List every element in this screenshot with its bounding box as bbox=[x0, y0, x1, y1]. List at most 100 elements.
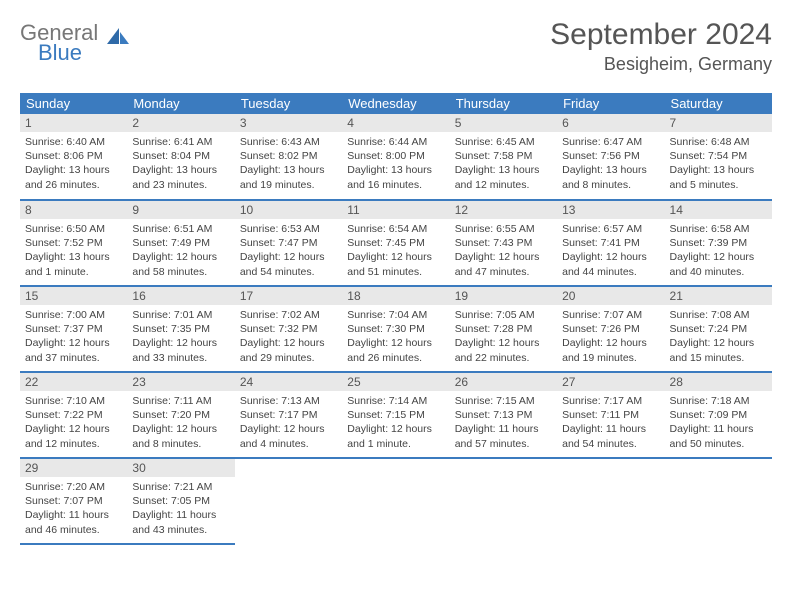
day-data: Sunrise: 6:47 AMSunset: 7:56 PMDaylight:… bbox=[557, 132, 664, 197]
calendar-cell: 9Sunrise: 6:51 AMSunset: 7:49 PMDaylight… bbox=[127, 200, 234, 286]
calendar-cell: 6Sunrise: 6:47 AMSunset: 7:56 PMDaylight… bbox=[557, 114, 664, 200]
calendar-cell: 25Sunrise: 7:14 AMSunset: 7:15 PMDayligh… bbox=[342, 372, 449, 458]
day-data: Sunrise: 6:51 AMSunset: 7:49 PMDaylight:… bbox=[127, 219, 234, 284]
day-number: 26 bbox=[450, 373, 557, 391]
day-number: 29 bbox=[20, 459, 127, 477]
day-number: 6 bbox=[557, 114, 664, 132]
day-data: Sunrise: 7:15 AMSunset: 7:13 PMDaylight:… bbox=[450, 391, 557, 456]
day-data: Sunrise: 7:05 AMSunset: 7:28 PMDaylight:… bbox=[450, 305, 557, 370]
day-data: Sunrise: 6:55 AMSunset: 7:43 PMDaylight:… bbox=[450, 219, 557, 284]
day-data: Sunrise: 6:45 AMSunset: 7:58 PMDaylight:… bbox=[450, 132, 557, 197]
day-number: 28 bbox=[665, 373, 772, 391]
calendar-cell bbox=[235, 458, 342, 544]
day-data: Sunrise: 7:20 AMSunset: 7:07 PMDaylight:… bbox=[20, 477, 127, 542]
day-number: 16 bbox=[127, 287, 234, 305]
calendar-cell: 10Sunrise: 6:53 AMSunset: 7:47 PMDayligh… bbox=[235, 200, 342, 286]
location: Besigheim, Germany bbox=[550, 54, 772, 75]
calendar-head: SundayMondayTuesdayWednesdayThursdayFrid… bbox=[20, 93, 772, 114]
day-header: Saturday bbox=[665, 93, 772, 114]
calendar-cell: 5Sunrise: 6:45 AMSunset: 7:58 PMDaylight… bbox=[450, 114, 557, 200]
day-data: Sunrise: 7:11 AMSunset: 7:20 PMDaylight:… bbox=[127, 391, 234, 456]
day-data: Sunrise: 7:13 AMSunset: 7:17 PMDaylight:… bbox=[235, 391, 342, 456]
calendar-cell: 20Sunrise: 7:07 AMSunset: 7:26 PMDayligh… bbox=[557, 286, 664, 372]
calendar-cell: 1Sunrise: 6:40 AMSunset: 8:06 PMDaylight… bbox=[20, 114, 127, 200]
calendar-cell: 3Sunrise: 6:43 AMSunset: 8:02 PMDaylight… bbox=[235, 114, 342, 200]
day-data: Sunrise: 7:18 AMSunset: 7:09 PMDaylight:… bbox=[665, 391, 772, 456]
day-header: Tuesday bbox=[235, 93, 342, 114]
day-number: 2 bbox=[127, 114, 234, 132]
day-data: Sunrise: 7:01 AMSunset: 7:35 PMDaylight:… bbox=[127, 305, 234, 370]
day-number: 4 bbox=[342, 114, 449, 132]
day-number: 20 bbox=[557, 287, 664, 305]
day-header: Friday bbox=[557, 93, 664, 114]
calendar-cell: 17Sunrise: 7:02 AMSunset: 7:32 PMDayligh… bbox=[235, 286, 342, 372]
calendar-cell bbox=[557, 458, 664, 544]
day-number: 23 bbox=[127, 373, 234, 391]
day-number: 21 bbox=[665, 287, 772, 305]
calendar-cell: 30Sunrise: 7:21 AMSunset: 7:05 PMDayligh… bbox=[127, 458, 234, 544]
calendar-cell: 23Sunrise: 7:11 AMSunset: 7:20 PMDayligh… bbox=[127, 372, 234, 458]
logo-blue: Blue bbox=[38, 42, 131, 64]
day-number: 5 bbox=[450, 114, 557, 132]
calendar-cell bbox=[342, 458, 449, 544]
logo: General Blue bbox=[20, 22, 131, 64]
calendar-cell: 13Sunrise: 6:57 AMSunset: 7:41 PMDayligh… bbox=[557, 200, 664, 286]
calendar-cell: 7Sunrise: 6:48 AMSunset: 7:54 PMDaylight… bbox=[665, 114, 772, 200]
calendar-cell: 12Sunrise: 6:55 AMSunset: 7:43 PMDayligh… bbox=[450, 200, 557, 286]
calendar-cell: 26Sunrise: 7:15 AMSunset: 7:13 PMDayligh… bbox=[450, 372, 557, 458]
day-data: Sunrise: 6:40 AMSunset: 8:06 PMDaylight:… bbox=[20, 132, 127, 197]
calendar-cell: 21Sunrise: 7:08 AMSunset: 7:24 PMDayligh… bbox=[665, 286, 772, 372]
calendar-cell: 15Sunrise: 7:00 AMSunset: 7:37 PMDayligh… bbox=[20, 286, 127, 372]
day-data: Sunrise: 7:04 AMSunset: 7:30 PMDaylight:… bbox=[342, 305, 449, 370]
day-data: Sunrise: 6:48 AMSunset: 7:54 PMDaylight:… bbox=[665, 132, 772, 197]
day-number: 11 bbox=[342, 201, 449, 219]
calendar-cell: 2Sunrise: 6:41 AMSunset: 8:04 PMDaylight… bbox=[127, 114, 234, 200]
header: General Blue September 2024 Besigheim, G… bbox=[20, 18, 772, 75]
calendar-cell: 28Sunrise: 7:18 AMSunset: 7:09 PMDayligh… bbox=[665, 372, 772, 458]
calendar-cell: 29Sunrise: 7:20 AMSunset: 7:07 PMDayligh… bbox=[20, 458, 127, 544]
day-number: 12 bbox=[450, 201, 557, 219]
day-data: Sunrise: 7:14 AMSunset: 7:15 PMDaylight:… bbox=[342, 391, 449, 456]
day-header: Sunday bbox=[20, 93, 127, 114]
day-data: Sunrise: 7:08 AMSunset: 7:24 PMDaylight:… bbox=[665, 305, 772, 370]
calendar-table: SundayMondayTuesdayWednesdayThursdayFrid… bbox=[20, 93, 772, 545]
day-number: 8 bbox=[20, 201, 127, 219]
day-data: Sunrise: 7:02 AMSunset: 7:32 PMDaylight:… bbox=[235, 305, 342, 370]
calendar-cell: 16Sunrise: 7:01 AMSunset: 7:35 PMDayligh… bbox=[127, 286, 234, 372]
day-data: Sunrise: 6:54 AMSunset: 7:45 PMDaylight:… bbox=[342, 219, 449, 284]
calendar-cell bbox=[665, 458, 772, 544]
day-number: 25 bbox=[342, 373, 449, 391]
calendar-cell: 4Sunrise: 6:44 AMSunset: 8:00 PMDaylight… bbox=[342, 114, 449, 200]
day-data: Sunrise: 6:53 AMSunset: 7:47 PMDaylight:… bbox=[235, 219, 342, 284]
day-number: 30 bbox=[127, 459, 234, 477]
calendar-cell: 8Sunrise: 6:50 AMSunset: 7:52 PMDaylight… bbox=[20, 200, 127, 286]
calendar-cell bbox=[450, 458, 557, 544]
day-number: 19 bbox=[450, 287, 557, 305]
calendar-cell: 27Sunrise: 7:17 AMSunset: 7:11 PMDayligh… bbox=[557, 372, 664, 458]
day-number: 1 bbox=[20, 114, 127, 132]
day-data: Sunrise: 7:10 AMSunset: 7:22 PMDaylight:… bbox=[20, 391, 127, 456]
calendar-cell: 24Sunrise: 7:13 AMSunset: 7:17 PMDayligh… bbox=[235, 372, 342, 458]
day-header: Wednesday bbox=[342, 93, 449, 114]
calendar-body: 1Sunrise: 6:40 AMSunset: 8:06 PMDaylight… bbox=[20, 114, 772, 544]
day-data: Sunrise: 6:57 AMSunset: 7:41 PMDaylight:… bbox=[557, 219, 664, 284]
day-data: Sunrise: 6:41 AMSunset: 8:04 PMDaylight:… bbox=[127, 132, 234, 197]
header-right: September 2024 Besigheim, Germany bbox=[550, 18, 772, 75]
month-title: September 2024 bbox=[550, 18, 772, 52]
day-number: 22 bbox=[20, 373, 127, 391]
day-number: 7 bbox=[665, 114, 772, 132]
day-header: Monday bbox=[127, 93, 234, 114]
day-number: 3 bbox=[235, 114, 342, 132]
day-data: Sunrise: 7:17 AMSunset: 7:11 PMDaylight:… bbox=[557, 391, 664, 456]
day-number: 13 bbox=[557, 201, 664, 219]
day-number: 24 bbox=[235, 373, 342, 391]
day-number: 14 bbox=[665, 201, 772, 219]
day-data: Sunrise: 6:44 AMSunset: 8:00 PMDaylight:… bbox=[342, 132, 449, 197]
day-number: 17 bbox=[235, 287, 342, 305]
calendar-cell: 22Sunrise: 7:10 AMSunset: 7:22 PMDayligh… bbox=[20, 372, 127, 458]
day-number: 9 bbox=[127, 201, 234, 219]
calendar-cell: 14Sunrise: 6:58 AMSunset: 7:39 PMDayligh… bbox=[665, 200, 772, 286]
day-data: Sunrise: 6:50 AMSunset: 7:52 PMDaylight:… bbox=[20, 219, 127, 284]
day-header: Thursday bbox=[450, 93, 557, 114]
day-number: 18 bbox=[342, 287, 449, 305]
